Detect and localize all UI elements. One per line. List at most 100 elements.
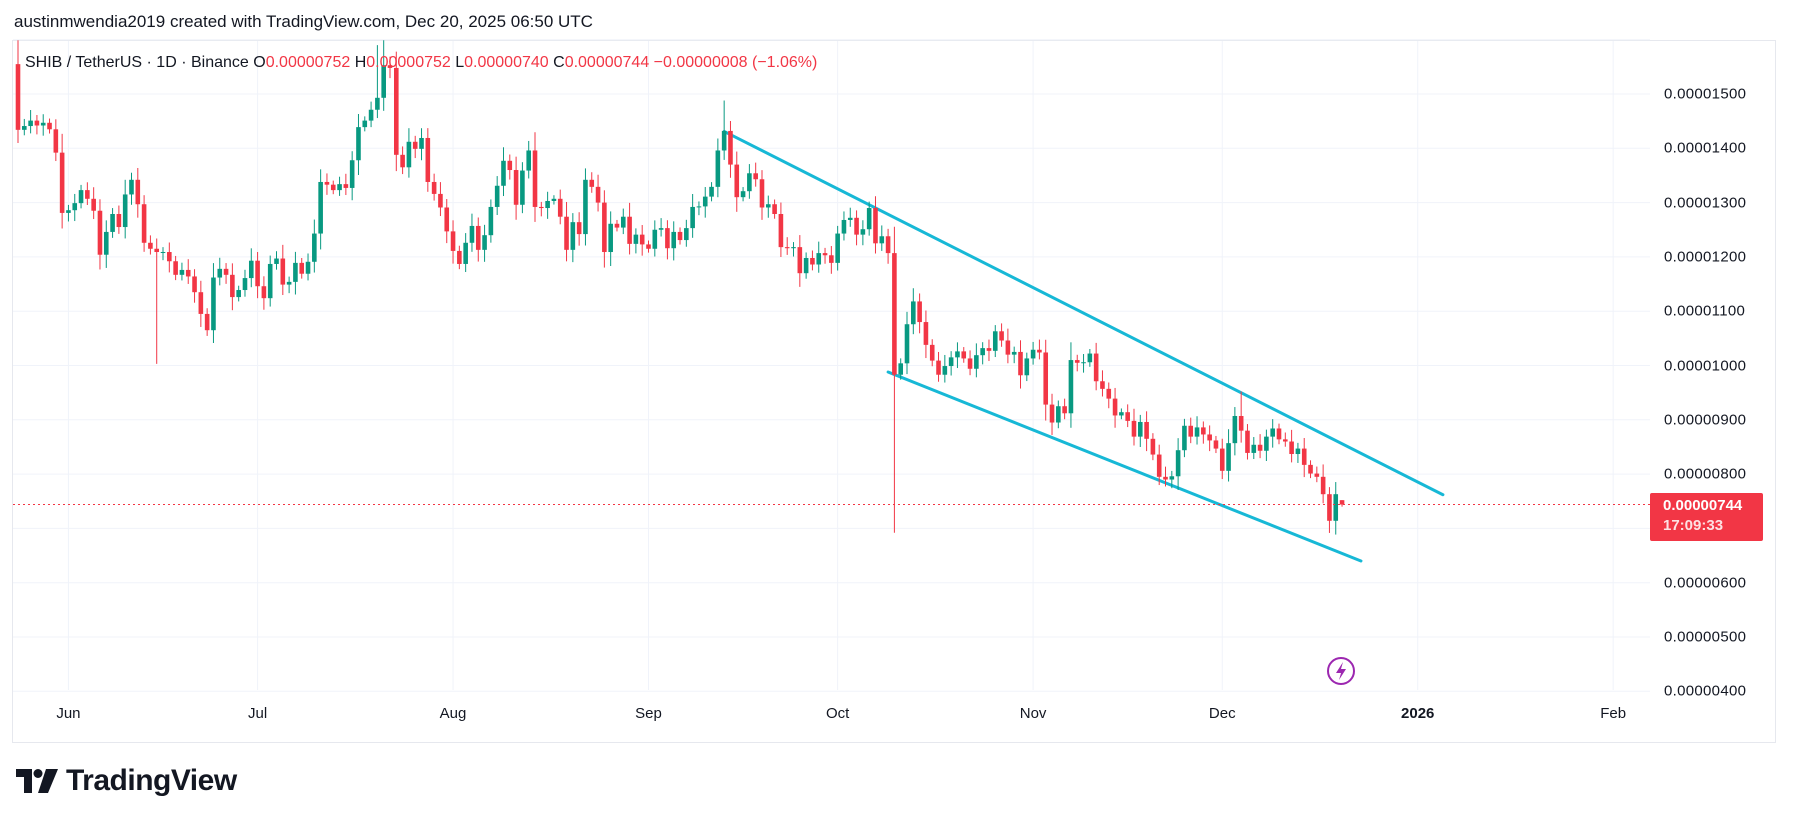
price-axis-label: 0.00000500 (1664, 628, 1747, 646)
candle-body (482, 235, 487, 250)
candle-body (1093, 353, 1099, 382)
price-axis-label: 0.00001300 (1664, 194, 1747, 212)
candle (1238, 391, 1244, 443)
candle-body (740, 191, 746, 198)
candle-body (198, 292, 204, 314)
candle-body (293, 262, 298, 282)
candle (1264, 429, 1269, 462)
candle (78, 184, 84, 209)
candle (116, 205, 122, 234)
candle (362, 116, 368, 132)
candle-body (866, 208, 872, 230)
candle (772, 199, 777, 219)
candle (967, 350, 973, 376)
candle-body (576, 222, 582, 235)
candle (286, 276, 292, 294)
candle (1037, 339, 1042, 360)
candle (942, 354, 948, 383)
candle (305, 253, 311, 281)
low-label: L (455, 54, 465, 71)
candle-body (305, 261, 311, 274)
candle-body (1194, 427, 1200, 437)
candle (66, 204, 71, 222)
candle-body (841, 219, 847, 234)
candle-body (1156, 454, 1162, 477)
candle-body (1257, 444, 1263, 451)
candle-body (929, 344, 935, 361)
candle-body (444, 207, 450, 232)
price-axis-label: 0.00000600 (1664, 574, 1747, 592)
candle (564, 201, 569, 262)
candle-body (1226, 443, 1231, 471)
candle (557, 189, 563, 225)
candle (488, 199, 494, 243)
candle-body (1100, 381, 1105, 389)
candle (1270, 419, 1275, 448)
candle (917, 293, 922, 334)
candle (892, 226, 897, 533)
candle (223, 263, 229, 284)
candle-body (620, 216, 626, 228)
candle-body (312, 233, 317, 262)
candle (866, 201, 872, 236)
candle (1232, 407, 1238, 456)
candle (97, 199, 103, 270)
candle (475, 217, 481, 262)
candle-body (85, 190, 90, 199)
time-axis-label: Oct (825, 705, 850, 722)
price-axis-label: 0.00001100 (1664, 302, 1746, 320)
close-value: 0.00000744 (564, 54, 650, 71)
candle (898, 358, 903, 380)
tradingview-logo[interactable]: TradingView (16, 764, 237, 798)
candle-body (167, 252, 172, 262)
candle (1043, 339, 1049, 421)
candle (520, 162, 525, 214)
candle (204, 308, 210, 336)
candle-body (211, 277, 216, 331)
time-axis-label: 2026 (1401, 705, 1435, 722)
candle-body (66, 210, 71, 213)
candle (974, 343, 979, 378)
candle (1030, 341, 1036, 365)
candle (248, 248, 254, 288)
candle (545, 191, 550, 219)
candle (1131, 408, 1137, 446)
candle-body (1005, 340, 1011, 355)
candle-body (1245, 430, 1250, 453)
candle (1169, 470, 1175, 489)
candle (747, 164, 752, 199)
candle-body (658, 228, 664, 230)
candle (803, 252, 809, 279)
candle (1125, 404, 1130, 428)
candle-body (450, 231, 456, 251)
last-price-badge: 0.00000744 17:09:33 (1650, 492, 1763, 541)
candle (841, 211, 847, 241)
candle-body (47, 122, 52, 130)
time-axis-label: Dec (1208, 705, 1236, 722)
candle-body (721, 130, 727, 151)
candle (236, 285, 241, 302)
candle-body (564, 216, 569, 250)
candle (999, 323, 1004, 347)
candle-body (778, 214, 784, 248)
lightning-alert-icon[interactable] (1326, 656, 1356, 686)
candle (53, 119, 59, 162)
candle-body (135, 179, 141, 205)
candle-body (1308, 464, 1313, 474)
candle-body (665, 228, 670, 249)
candle-body (1207, 434, 1212, 441)
candle-body (734, 164, 740, 198)
symbol-title[interactable]: SHIB / TetherUS · 1D · Binance (25, 54, 249, 71)
candle-body (375, 97, 380, 110)
candle (1049, 393, 1055, 435)
candle (614, 219, 620, 232)
candle (1320, 464, 1326, 504)
high-label: H (354, 54, 367, 71)
candle (835, 225, 840, 271)
candle (980, 342, 985, 365)
candle-body (40, 122, 46, 126)
candle (879, 225, 885, 251)
candle-body (457, 250, 462, 264)
candle (570, 213, 576, 263)
